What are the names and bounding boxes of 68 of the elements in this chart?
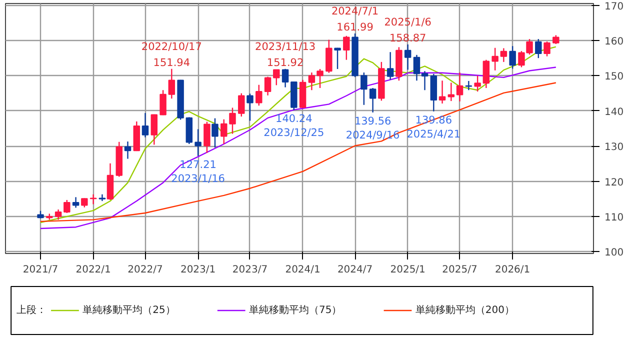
candlestick [343,35,350,60]
candlestick [256,84,262,106]
candlestick [326,39,332,74]
candlestick [106,162,114,201]
x-tick-label: 2026/1 [494,264,530,276]
candlestick [438,80,446,104]
candlestick [124,140,132,160]
candlestick [509,46,516,70]
x-tick-label: 2023/1 [180,264,216,276]
y-tick-label: 100 [604,248,624,259]
annotation: 140.24 2023/12/25 [264,113,324,140]
x-tick-label: 2021/7 [22,264,58,276]
y-tick-label: 110 [604,212,624,224]
y-tick-label: 120 [604,177,624,188]
candlestick [81,198,88,208]
candlestick [492,47,498,71]
candlestick [404,44,412,70]
candlestick [150,114,158,146]
x-tick-label: 2024/1 [285,264,320,276]
x-tick-label: 2024/7 [337,264,373,276]
x-tick-label: 2022/7 [128,264,163,276]
candlestick [54,208,62,220]
y-tick-label: 130 [604,142,624,154]
candlestick [72,196,80,208]
candlestick [220,118,228,145]
candlestick [430,73,438,112]
candlestick [212,118,218,148]
y-tick-label: 140 [604,106,624,118]
candlestick [264,76,272,96]
x-tick-label: 2023/7 [232,264,268,276]
candlestick [535,38,542,59]
candlestick [229,107,236,134]
candlestick [64,199,70,214]
candlestick [369,87,376,114]
candlestick [204,121,210,154]
candlestick [360,72,368,106]
x-tick-label: 2022/1 [76,264,111,276]
candlestick [90,194,97,205]
y-tick-label: 150 [604,72,624,83]
y-tick-label: 160 [604,36,624,48]
candlestick [500,48,508,63]
legend-label: 単純移動平均（25） [82,304,176,316]
candlestick [544,40,550,57]
legend-label: 単純移動平均（200） [415,304,514,316]
x-tick-label: 2025/1 [390,264,426,276]
candlestick [246,93,254,122]
candlestick [448,82,455,102]
candlestick [482,59,490,89]
legend-label: 単純移動平均（75） [249,304,342,316]
candlestick [238,92,245,118]
annotation: 127.21 2023/1/16 [171,158,226,185]
candlestick [168,68,176,100]
annotation: 2025/1/6 158.87 [384,16,432,44]
candlestick [474,75,481,92]
candlestick [142,112,149,138]
candlestick [194,128,202,157]
candlestick [273,69,280,86]
legend-title: 上段： [16,304,47,316]
candlestick [456,72,464,102]
candlestick [386,51,394,80]
candlestick [160,90,166,116]
y-tick-label: 170 [604,1,624,12]
annotation: 2022/10/17 151.94 [141,40,202,69]
x-tick-label: 2025/7 [442,264,478,276]
candlestick [282,68,289,88]
annotation: 2023/11/13 151.92 [255,40,316,69]
candlestick [334,47,341,70]
annotation: 2024/7/1 161.99 [331,5,379,34]
